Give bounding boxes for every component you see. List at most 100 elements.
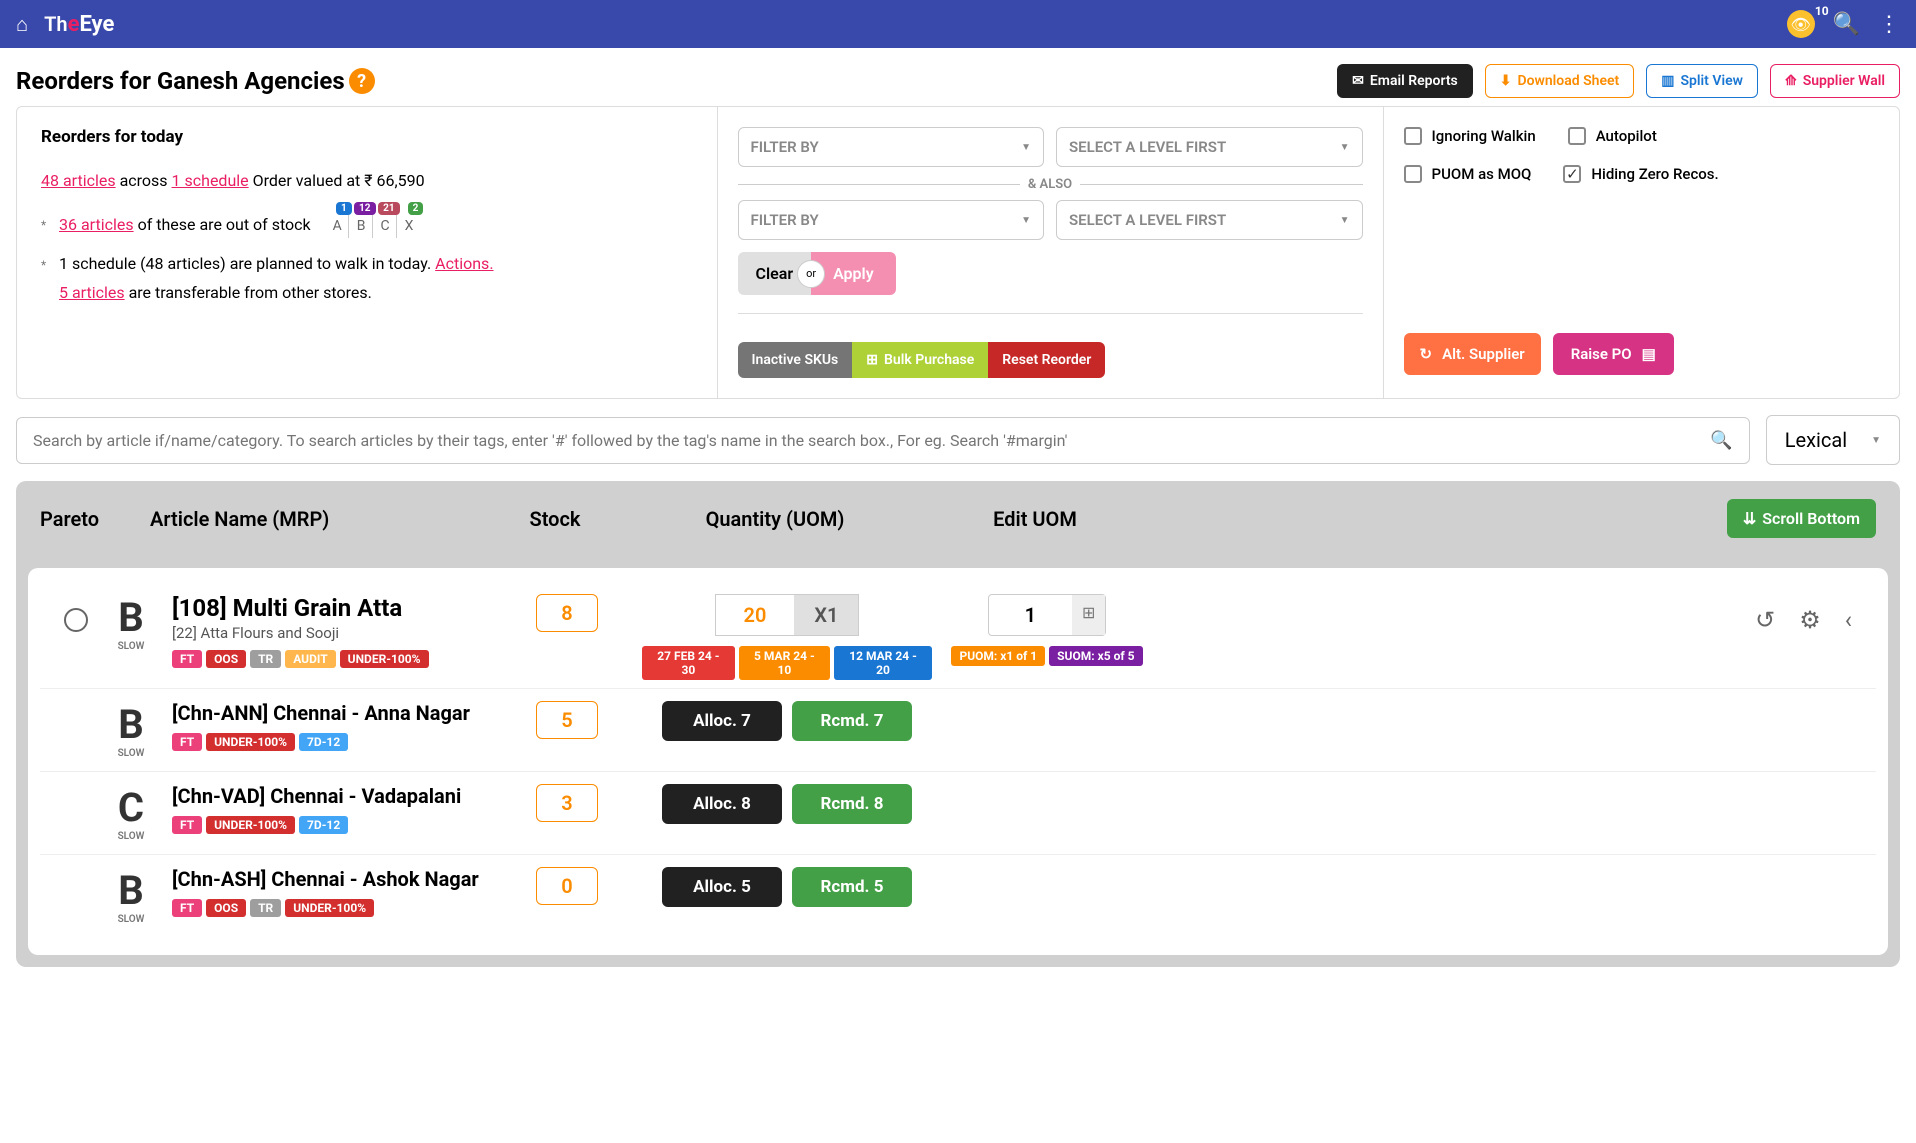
notification-badge[interactable]: 👁 10 [1787, 10, 1815, 38]
articles-link[interactable]: 48 articles [41, 171, 116, 190]
app-logo: TheEye [44, 12, 114, 37]
hiding-zero-checkbox[interactable]: ✓Hiding Zero Recos. [1563, 165, 1718, 183]
pareto-b[interactable]: B12 [351, 214, 373, 238]
email-reports-button[interactable]: ✉Email Reports [1337, 64, 1473, 98]
chevron-down-icon: ▼ [1021, 215, 1031, 226]
schedule-link[interactable]: 1 schedule [172, 171, 249, 190]
puom-moq-checkbox[interactable]: PUOM as MOQ [1404, 165, 1532, 183]
tag-ft: FT [172, 733, 202, 751]
tag-oos: OOS [206, 650, 246, 668]
select-radio[interactable] [64, 608, 88, 632]
filter-by-select-1[interactable]: FILTER BY▼ [738, 127, 1045, 167]
alt-supplier-button[interactable]: ↻Alt. Supplier [1404, 333, 1541, 375]
pareto-class: B [100, 867, 162, 914]
alloc-button[interactable]: Alloc. 5 [662, 867, 782, 907]
store-row: B SLOW [Chn-ANN] Chennai - Anna Nagar FT… [40, 688, 1876, 771]
supplier-icon: ⟰ [1785, 73, 1797, 89]
pareto-class: B [100, 594, 162, 641]
qty-value: 20 [716, 595, 795, 635]
date-badge-3: 12 MAR 24 - 20 [834, 646, 932, 680]
rcmd-button[interactable]: Rcmd. 5 [792, 867, 912, 907]
puom-badge: PUOM: x1 of 1 [951, 646, 1045, 666]
col-uom: Edit UOM [920, 507, 1150, 531]
uom-value: 1 [989, 595, 1072, 635]
email-icon: ✉ [1352, 73, 1364, 89]
tag-under: UNDER-100% [285, 899, 374, 917]
or-label: or [797, 260, 825, 288]
cart-icon: ⊞ [866, 352, 878, 368]
oos-link[interactable]: 36 articles [59, 215, 134, 234]
qty-input[interactable]: 20 X1 [715, 594, 860, 636]
gear-icon[interactable]: ⚙ [1799, 606, 1821, 634]
rcmd-button[interactable]: Rcmd. 7 [792, 701, 912, 741]
ignoring-walkin-checkbox[interactable]: Ignoring Walkin [1404, 127, 1536, 145]
summary-line: 48 articles across 1 schedule Order valu… [41, 171, 697, 190]
rcmd-button[interactable]: Rcmd. 8 [792, 784, 912, 824]
chevron-down-icon: ▼ [1021, 142, 1031, 153]
tag-ft: FT [172, 650, 202, 668]
stock-value[interactable]: 5 [536, 701, 597, 739]
stock-value[interactable]: 8 [536, 594, 597, 632]
level-select-2[interactable]: SELECT A LEVEL FIRST▼ [1056, 200, 1363, 240]
tag-d7: 7D-12 [299, 816, 348, 834]
chevron-left-icon[interactable]: ‹ [1845, 606, 1852, 634]
raise-po-button[interactable]: Raise PO▤ [1553, 333, 1674, 375]
summary-heading: Reorders for today [41, 127, 697, 147]
stock-value[interactable]: 3 [536, 784, 597, 822]
download-sheet-button[interactable]: ⬇Download Sheet [1485, 64, 1635, 98]
search-input[interactable] [33, 431, 1710, 450]
badge-count: 10 [1815, 4, 1829, 18]
tag-under: UNDER-100% [340, 650, 429, 668]
level-select-1[interactable]: SELECT A LEVEL FIRST▼ [1056, 127, 1363, 167]
refresh-icon: ↻ [1420, 345, 1433, 363]
reset-reorder-button[interactable]: Reset Reorder [988, 342, 1105, 378]
transfer-link[interactable]: 5 articles [59, 283, 125, 302]
more-icon[interactable]: ⋮ [1878, 12, 1900, 37]
app-header: ⌂ TheEye 👁 10 🔍 ⋮ [0, 0, 1916, 48]
chevron-down-icon: ▼ [1871, 435, 1881, 446]
tag-ft: FT [172, 816, 202, 834]
pareto-a[interactable]: A1 [327, 214, 349, 238]
autopilot-checkbox[interactable]: Autopilot [1568, 127, 1657, 145]
filter-panel: FILTER BY▼ SELECT A LEVEL FIRST▼ & ALSO … [718, 107, 1384, 398]
document-icon: ▤ [1642, 345, 1656, 363]
store-title: [Chn-ASH] Chennai - Ashok Nagar [172, 867, 492, 891]
col-pareto: Pareto [40, 507, 150, 531]
table-header: Pareto Article Name (MRP) Stock Quantity… [16, 481, 1900, 556]
article-title: [108] Multi Grain Atta [172, 594, 492, 622]
eye-icon: 👁 [1790, 15, 1810, 34]
alloc-button[interactable]: Alloc. 8 [662, 784, 782, 824]
uom-input[interactable]: 1 ⊞ [988, 594, 1107, 636]
split-view-button[interactable]: ▥Split View [1646, 64, 1758, 98]
pareto-class: B [100, 701, 162, 748]
tag-under: UNDER-100% [206, 816, 295, 834]
summary-panel: Reorders for today 48 articles across 1 … [33, 107, 718, 398]
actions-link[interactable]: Actions. [435, 254, 493, 273]
scroll-bottom-button[interactable]: ⇊Scroll Bottom [1727, 499, 1876, 538]
pareto-badges: A1 B12 C21 X2 [327, 214, 420, 238]
supplier-wall-button[interactable]: ⟰Supplier Wall [1770, 64, 1900, 98]
tag-ft: FT [172, 899, 202, 917]
sort-select[interactable]: Lexical ▼ [1766, 415, 1900, 465]
tag-audit: AUDIT [285, 650, 335, 668]
alloc-button[interactable]: Alloc. 7 [662, 701, 782, 741]
undo-icon[interactable]: ↺ [1755, 606, 1775, 634]
date-badge-1: 27 FEB 24 - 30 [642, 646, 735, 680]
chevron-down-icon: ⇊ [1743, 509, 1756, 528]
bulk-purchase-button[interactable]: ⊞Bulk Purchase [852, 342, 988, 378]
pareto-x[interactable]: X2 [399, 214, 420, 238]
help-icon[interactable]: ? [349, 68, 375, 94]
store-row: B SLOW [Chn-ASH] Chennai - Ashok Nagar F… [40, 854, 1876, 937]
home-icon[interactable]: ⌂ [16, 12, 28, 37]
search-icon[interactable]: 🔍 [1833, 12, 1860, 37]
search-box: 🔍 [16, 417, 1750, 464]
search-icon[interactable]: 🔍 [1710, 430, 1732, 451]
stock-value[interactable]: 0 [536, 867, 597, 905]
filter-by-select-2[interactable]: FILTER BY▼ [738, 200, 1045, 240]
pareto-c[interactable]: C21 [375, 214, 397, 238]
article-main-row: B SLOW [108] Multi Grain Atta [22] Atta … [40, 586, 1876, 688]
chevron-down-icon: ▼ [1340, 215, 1350, 226]
inactive-skus-button[interactable]: Inactive SKUs [738, 342, 853, 378]
col-qty: Quantity (UOM) [630, 507, 920, 531]
qty-multiplier: X1 [794, 595, 858, 635]
